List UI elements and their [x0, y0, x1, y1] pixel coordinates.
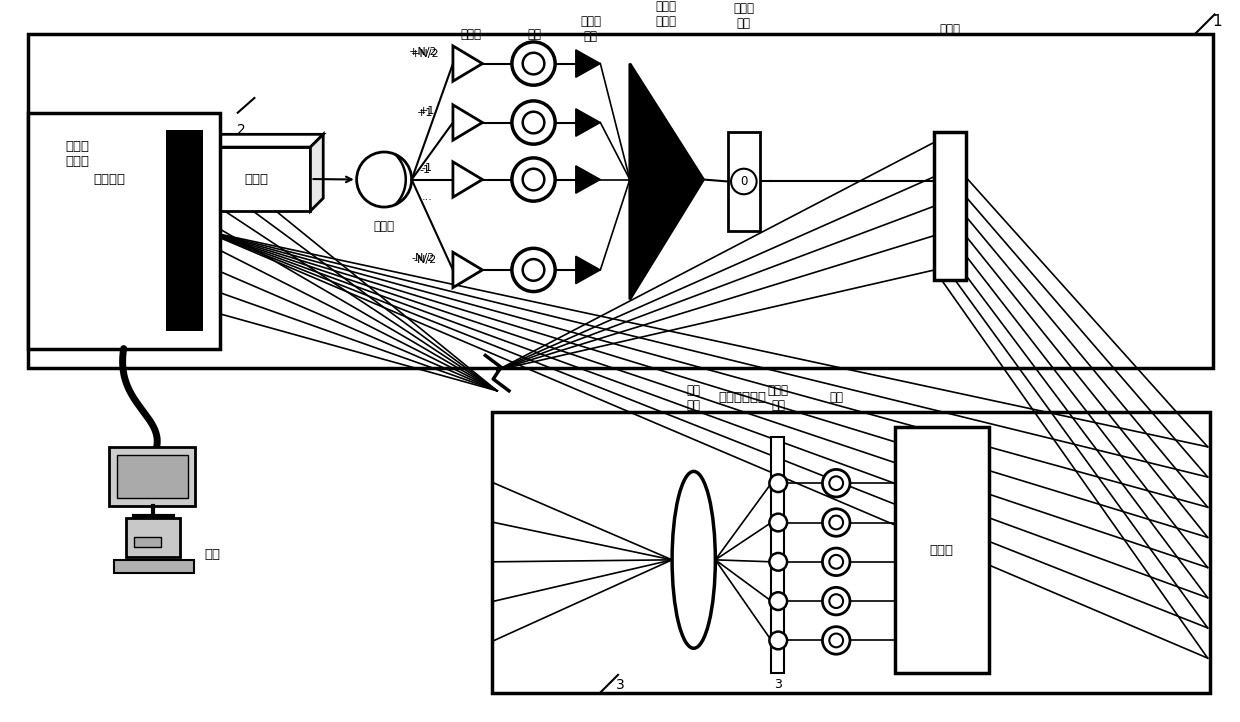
Polygon shape	[575, 166, 600, 193]
Circle shape	[830, 477, 843, 490]
Text: -N/2: -N/2	[414, 255, 436, 265]
Polygon shape	[310, 134, 324, 211]
Bar	[166, 131, 203, 331]
Text: 3: 3	[774, 678, 782, 691]
Circle shape	[830, 633, 843, 648]
Circle shape	[523, 53, 544, 74]
Circle shape	[357, 152, 412, 207]
Text: +1: +1	[417, 108, 434, 118]
Circle shape	[512, 158, 556, 201]
Polygon shape	[453, 46, 482, 82]
Bar	[125, 518, 180, 557]
Bar	[109, 447, 196, 506]
Polygon shape	[575, 50, 600, 77]
Text: +N/2: +N/2	[409, 47, 438, 57]
Circle shape	[830, 555, 843, 569]
Text: 探测器: 探测器	[930, 544, 954, 557]
Text: 小孔滤
波器: 小孔滤 波器	[768, 383, 789, 412]
Circle shape	[523, 169, 544, 191]
Circle shape	[523, 112, 544, 134]
Text: 1: 1	[1213, 14, 1223, 29]
Text: 0: 0	[740, 175, 748, 188]
Text: 小孔滤
波器: 小孔滤 波器	[733, 2, 754, 30]
Circle shape	[822, 588, 849, 615]
Circle shape	[769, 632, 787, 649]
Polygon shape	[453, 105, 482, 140]
Text: 空间准
直器: 空间准 直器	[580, 15, 601, 43]
Circle shape	[830, 516, 843, 529]
Text: 分束器: 分束器	[373, 220, 394, 233]
Bar	[114, 560, 195, 573]
Circle shape	[769, 513, 787, 531]
Text: 光纤: 光纤	[527, 27, 542, 40]
Circle shape	[769, 474, 787, 492]
Text: -1: -1	[420, 165, 432, 175]
Circle shape	[732, 169, 756, 194]
Text: 3: 3	[615, 678, 625, 692]
Text: 反光镜: 反光镜	[940, 22, 961, 35]
Text: 光纤: 光纤	[830, 391, 843, 404]
Bar	[29, 113, 219, 349]
Text: 空间光
调制器: 空间光 调制器	[66, 140, 89, 168]
Circle shape	[830, 594, 843, 608]
Circle shape	[523, 259, 544, 281]
Text: 放大器: 放大器	[460, 27, 481, 40]
Text: +N/2: +N/2	[412, 49, 440, 58]
Bar	[117, 455, 187, 498]
Text: 调制器: 调制器	[244, 173, 268, 186]
Text: 2: 2	[237, 123, 246, 137]
Bar	[728, 132, 760, 230]
Circle shape	[769, 553, 787, 570]
Circle shape	[512, 248, 556, 292]
Bar	[202, 147, 310, 211]
Circle shape	[769, 592, 787, 610]
Bar	[492, 412, 1210, 692]
Bar	[29, 34, 1213, 368]
Polygon shape	[575, 256, 600, 284]
Bar	[895, 427, 988, 673]
Circle shape	[822, 548, 849, 575]
Text: 电脑: 电脑	[205, 549, 221, 562]
Ellipse shape	[672, 471, 715, 648]
Text: ...: ...	[422, 192, 433, 202]
Polygon shape	[630, 64, 703, 300]
Polygon shape	[202, 134, 324, 147]
Polygon shape	[575, 109, 600, 136]
Text: 涡旋达
曼光栅: 涡旋达 曼光栅	[656, 1, 677, 28]
Circle shape	[512, 101, 556, 144]
Polygon shape	[453, 252, 482, 287]
Bar	[134, 537, 161, 547]
Circle shape	[512, 42, 556, 85]
Circle shape	[822, 509, 849, 536]
Text: -N/2: -N/2	[412, 253, 435, 263]
Polygon shape	[453, 162, 482, 197]
Text: -1: -1	[422, 162, 433, 173]
FancyBboxPatch shape	[45, 142, 172, 216]
Text: ...: ...	[831, 508, 842, 518]
Text: +1: +1	[419, 105, 435, 116]
Bar	[771, 437, 784, 673]
Circle shape	[822, 627, 849, 654]
Text: 光发射器: 光发射器	[93, 173, 125, 186]
Text: 自由空间传输: 自由空间传输	[719, 391, 766, 404]
Text: 显微
物镜: 显微 物镜	[687, 383, 701, 412]
Bar	[935, 132, 966, 279]
Circle shape	[822, 469, 849, 497]
